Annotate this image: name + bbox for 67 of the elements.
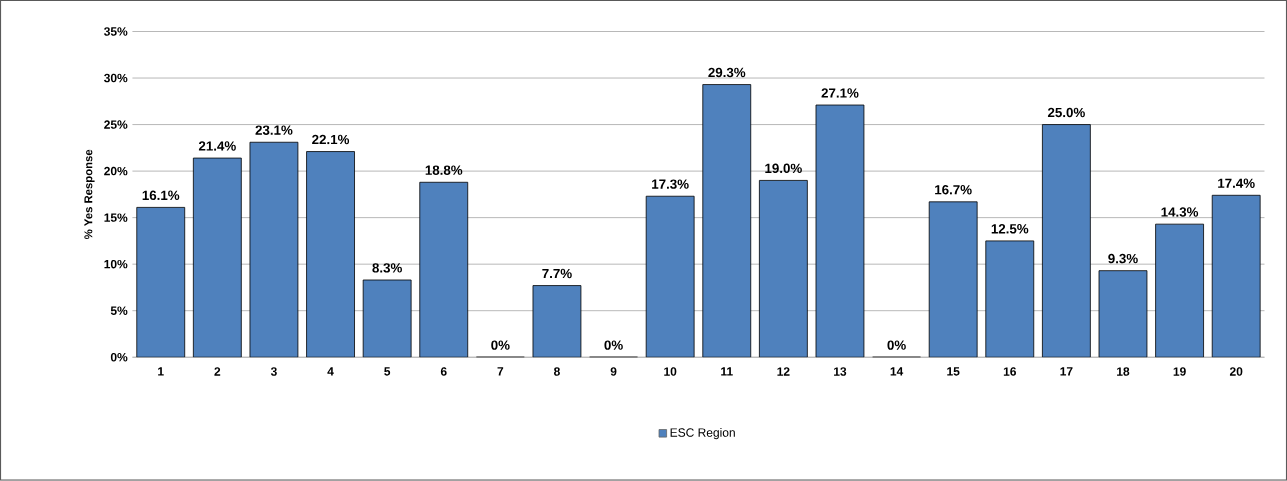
bar bbox=[419, 182, 469, 358]
data-label: 14.3% bbox=[1161, 207, 1199, 217]
y-tick-label: 30% bbox=[104, 73, 128, 83]
data-label: 16.7% bbox=[935, 185, 972, 195]
bar bbox=[306, 151, 355, 358]
x-tick-label: 9 bbox=[610, 367, 617, 376]
x-tick-label: 2 bbox=[214, 367, 221, 376]
y-tick-label: 25% bbox=[104, 120, 128, 129]
data-label: 0% bbox=[604, 340, 623, 351]
data-label: 18.8% bbox=[425, 165, 463, 176]
data-label: 21.4% bbox=[198, 141, 236, 151]
bar bbox=[1211, 195, 1261, 358]
data-label: 16.1% bbox=[142, 190, 180, 201]
x-tick-label: 7 bbox=[497, 367, 504, 376]
bar bbox=[1098, 270, 1148, 358]
x-tick-label: 18 bbox=[1117, 367, 1130, 376]
data-label: 12.5% bbox=[991, 224, 1029, 234]
data-label: 19.0% bbox=[765, 163, 802, 174]
x-tick-label: 1 bbox=[158, 367, 164, 376]
bar bbox=[362, 279, 412, 358]
x-tick-label: 17 bbox=[1060, 367, 1073, 376]
x-tick-label: 16 bbox=[1003, 367, 1016, 376]
x-tick-label: 12 bbox=[777, 367, 790, 376]
y-tick-label: 35% bbox=[104, 27, 128, 36]
data-label: 0% bbox=[491, 340, 510, 351]
data-label: 9.3% bbox=[1108, 254, 1138, 264]
x-tick-label: 5 bbox=[384, 367, 391, 376]
bar bbox=[192, 157, 242, 358]
legend-label: ESC Region bbox=[670, 428, 735, 440]
x-tick-label: 3 bbox=[270, 367, 277, 376]
x-tick-label: 4 bbox=[327, 367, 334, 376]
bar bbox=[702, 84, 752, 358]
x-tick-label: 11 bbox=[721, 367, 733, 376]
bar bbox=[985, 240, 1035, 358]
y-tick-label: 0% bbox=[110, 353, 128, 362]
y-tick-label: 5% bbox=[110, 306, 128, 316]
bar bbox=[532, 285, 582, 358]
y-tick-label: 15% bbox=[104, 213, 128, 223]
y-axis-title: % Yes Response bbox=[84, 149, 95, 240]
data-label: 7.7% bbox=[542, 268, 572, 279]
data-label: 8.3% bbox=[372, 263, 402, 273]
data-label: 25.0% bbox=[1047, 107, 1085, 118]
bar bbox=[136, 207, 186, 358]
bar bbox=[758, 180, 808, 358]
bar bbox=[249, 142, 299, 358]
y-tick-label: 10% bbox=[104, 260, 128, 269]
data-label: 17.3% bbox=[652, 179, 689, 190]
bar bbox=[928, 201, 978, 358]
bar bbox=[1042, 124, 1091, 358]
data-label: 0% bbox=[887, 340, 906, 351]
data-label: 29.3% bbox=[708, 67, 746, 78]
y-tick-label: 20% bbox=[104, 167, 128, 176]
x-tick-label: 14 bbox=[890, 367, 904, 376]
x-tick-label: 19 bbox=[1173, 367, 1186, 376]
data-label: 22.1% bbox=[312, 134, 350, 145]
bar bbox=[1155, 223, 1204, 358]
x-tick-label: 13 bbox=[834, 367, 847, 376]
x-tick-label: 8 bbox=[554, 367, 560, 376]
data-label: 17.4% bbox=[1218, 178, 1255, 189]
x-tick-label: 6 bbox=[440, 367, 447, 376]
bar bbox=[815, 104, 865, 358]
data-label: 27.1% bbox=[821, 88, 859, 98]
x-tick-label: 10 bbox=[664, 367, 677, 376]
bar bbox=[645, 196, 695, 358]
data-label: 23.1% bbox=[255, 125, 293, 136]
x-tick-label: 20 bbox=[1229, 367, 1243, 376]
x-tick-label: 15 bbox=[947, 367, 960, 376]
